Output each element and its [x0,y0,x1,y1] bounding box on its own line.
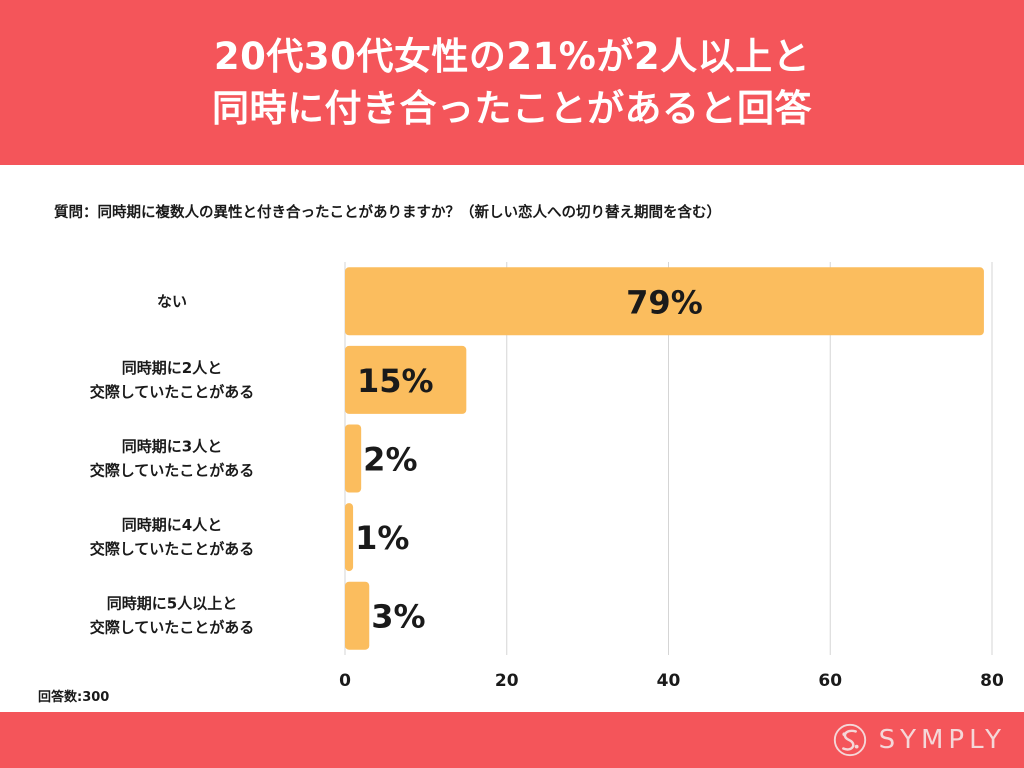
bar [345,503,354,572]
data-label: 79% [626,283,703,321]
symply-logo-text: SYMPLY [878,725,1006,755]
bar [345,267,984,336]
x-tick-label: 0 [339,671,351,691]
x-tick-label: 20 [495,671,519,691]
footer-bar [0,712,1024,768]
headline-line-2: 同時に付き合ったことがあると回答 [212,86,812,130]
category-label: 同時期に2人と [122,359,222,377]
x-tick-label: 60 [818,671,842,691]
survey-question: 質問：同時期に複数人の異性と付き合ったことがありますか？（新しい恋人への切り替え… [54,205,721,221]
data-label: 3% [371,598,425,636]
x-tick-label: 40 [657,671,681,691]
category-label: ない [157,292,187,310]
data-label: 2% [363,441,417,479]
category-label: 交際していたことがある [90,540,255,558]
data-label: 1% [355,519,409,557]
headline-line-1: 20代30代女性の21%が2人以上と [213,34,811,78]
data-label: 15% [357,362,434,400]
x-tick-label: 80 [980,671,1004,691]
bar [345,345,467,414]
category-label: 同時期に5人以上と [107,595,237,613]
category-label: 交際していたことがある [90,462,255,480]
category-label: 交際していたことがある [90,383,255,401]
respondent-count: 回答数:300 [38,690,110,705]
symply-logo: SYMPLY [831,720,1006,760]
symply-logo-mark-icon [833,723,866,757]
bar [345,424,362,493]
category-label: 同時期に3人と [122,438,222,456]
category-label: 交際していたことがある [90,619,255,637]
header-banner: 20代30代女性の21%が2人以上と 同時に付き合ったことがあると回答 [0,0,1024,165]
bar [345,581,370,650]
category-label: 同時期に4人と [122,516,222,534]
